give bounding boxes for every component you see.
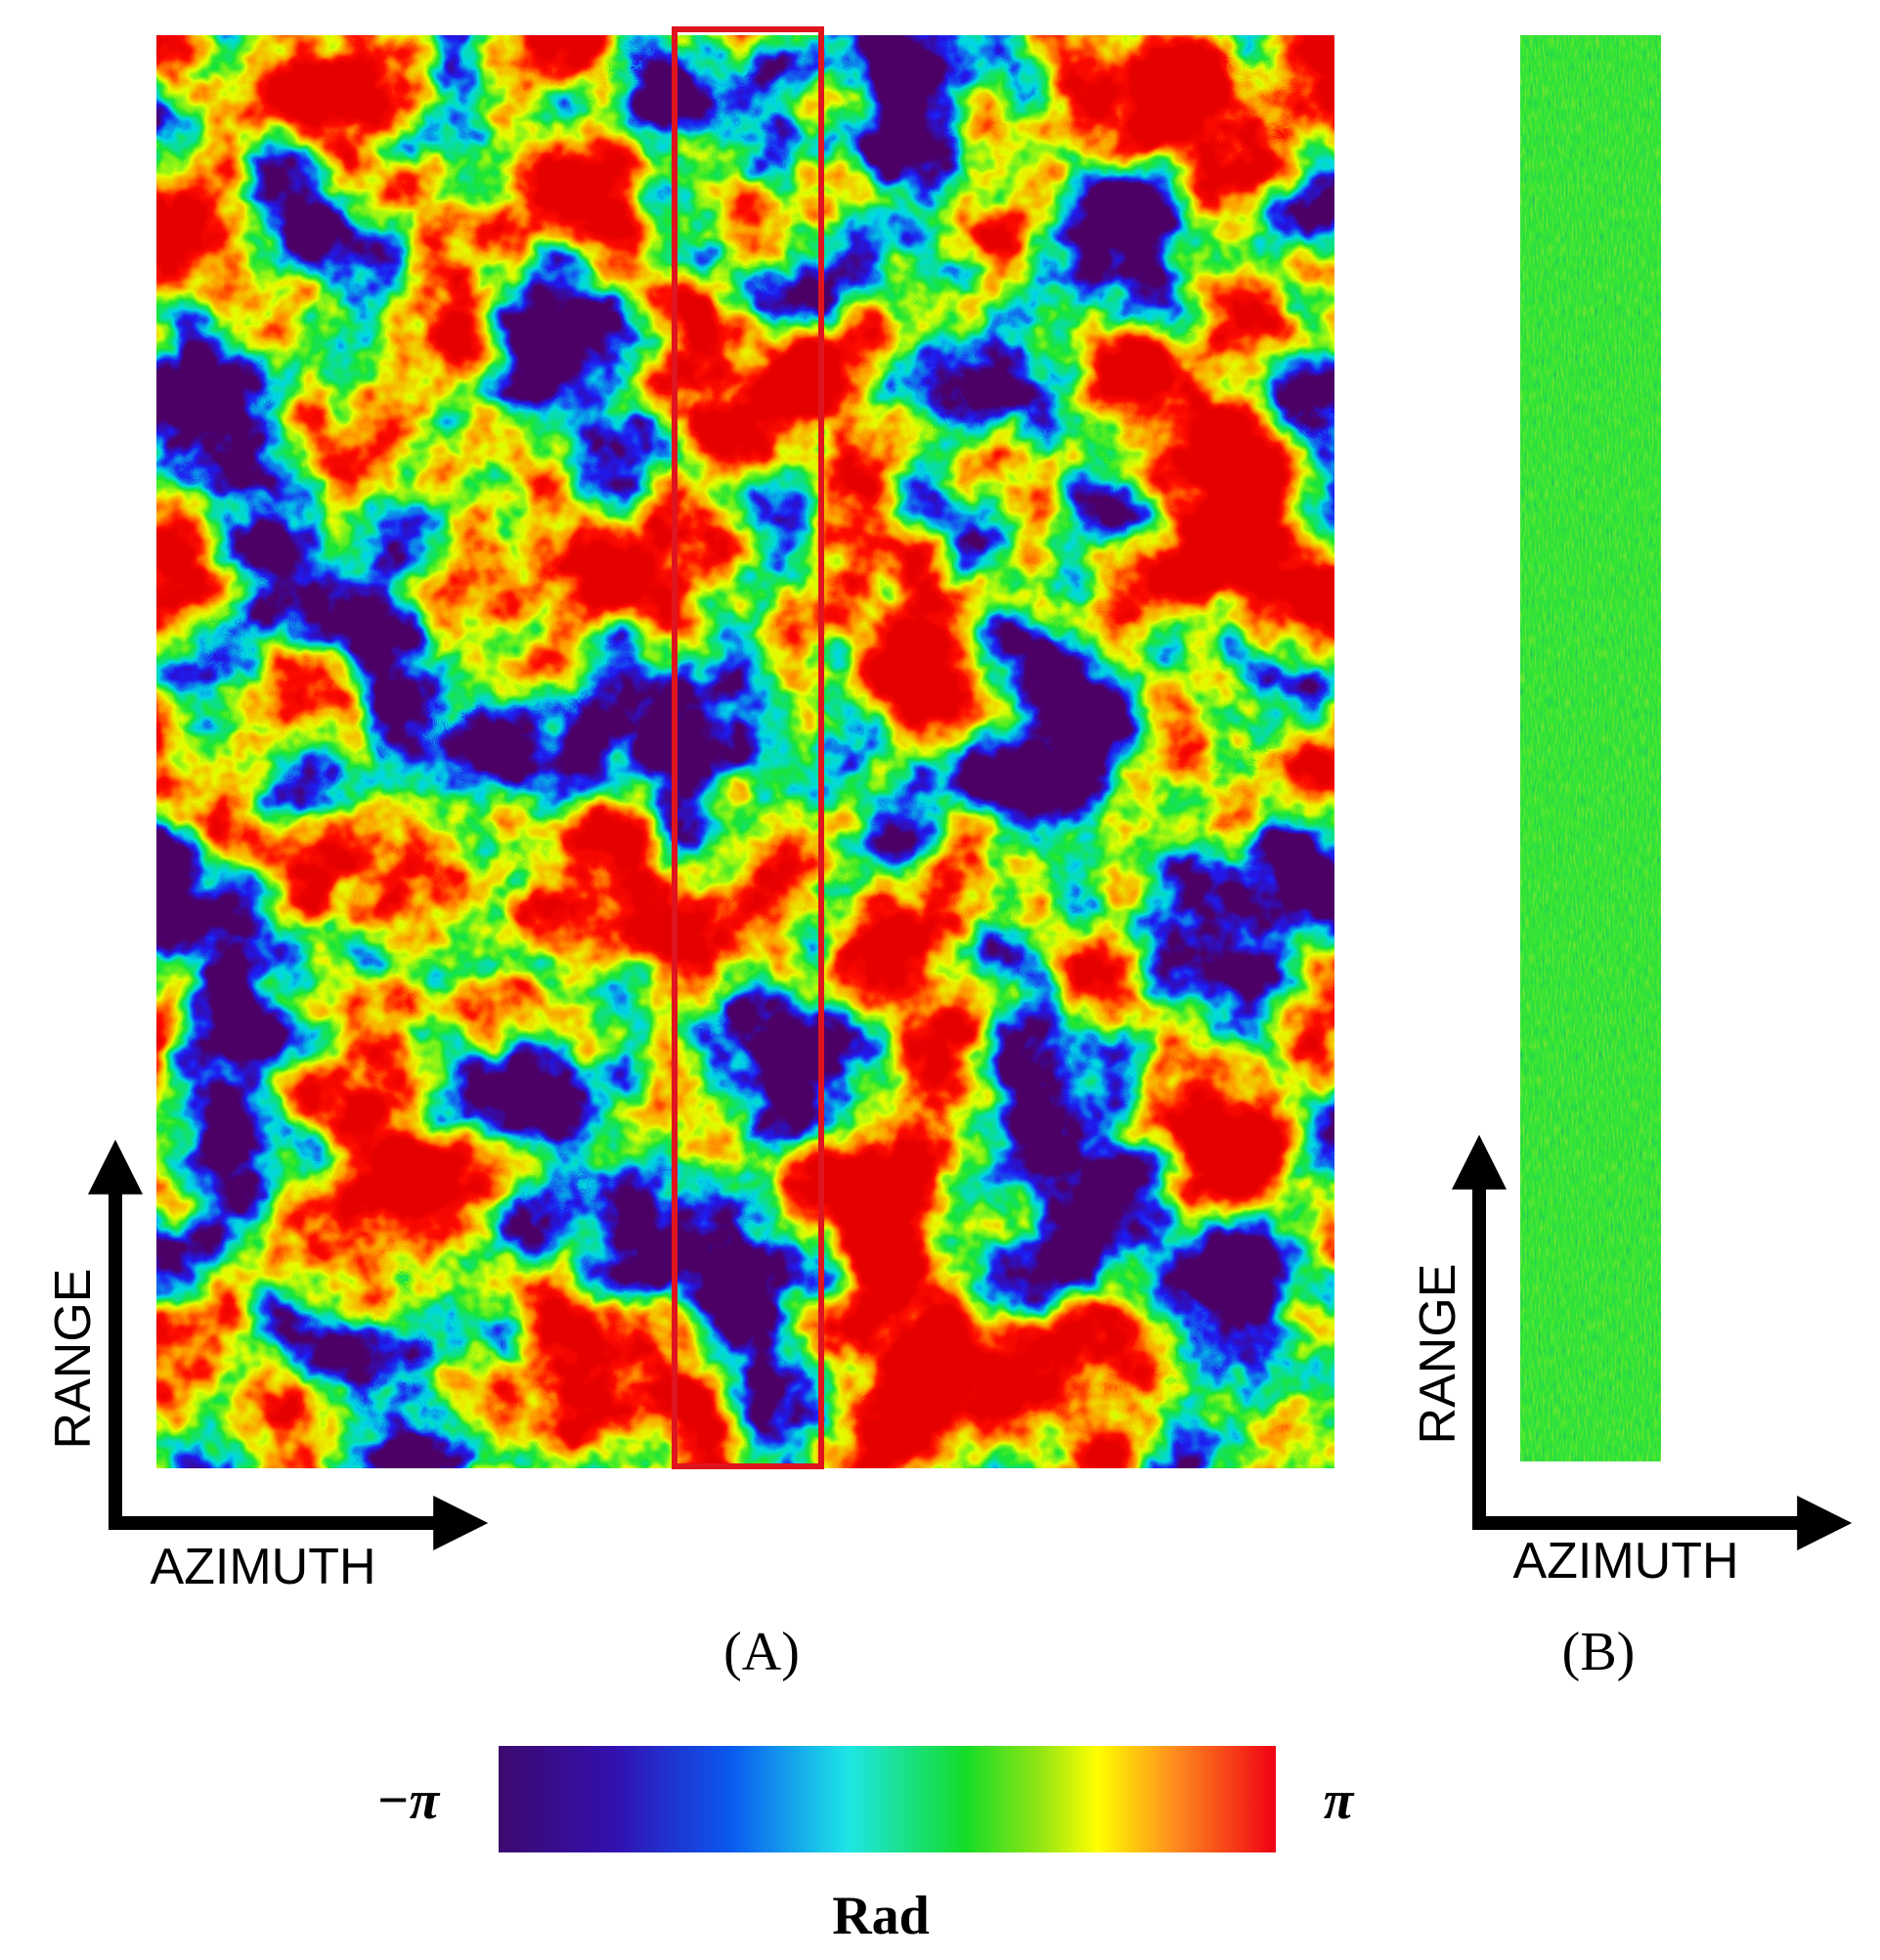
range-label: RANGE xyxy=(45,1269,102,1450)
panel-caption: (B) xyxy=(1562,1622,1636,1682)
colorbar-max: π xyxy=(1324,1770,1355,1831)
interferogram-b xyxy=(1520,35,1661,1461)
selection-box xyxy=(672,26,824,1469)
range-label: RANGE xyxy=(1410,1264,1466,1445)
colorbar xyxy=(499,1746,1276,1852)
azimuth-label: AZIMUTH xyxy=(150,1539,375,1595)
interferogram-a xyxy=(156,35,1334,1468)
panel-caption: (A) xyxy=(723,1622,800,1682)
colorbar-unit: Rad xyxy=(832,1886,930,1946)
colorbar-min: −π xyxy=(376,1770,441,1831)
azimuth-label: AZIMUTH xyxy=(1512,1533,1738,1590)
